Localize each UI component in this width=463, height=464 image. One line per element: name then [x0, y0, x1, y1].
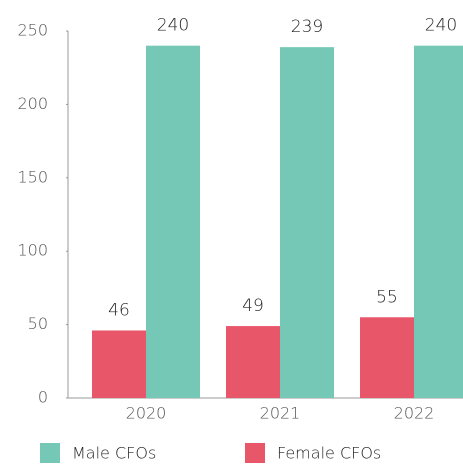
bar: [146, 45, 200, 399]
legend-label: Male CFOs: [72, 444, 156, 463]
y-tick-label: 200: [17, 94, 48, 113]
y-tick-label: 250: [17, 21, 48, 40]
data-label: 239: [291, 17, 323, 37]
x-tick-label: 2022: [394, 404, 435, 423]
y-tick-label: 150: [17, 167, 48, 186]
y-tick-label: 100: [17, 241, 48, 260]
bar: [280, 47, 334, 398]
data-label: 240: [425, 16, 457, 36]
legend-label: Female CFOs: [277, 444, 381, 463]
data-label: 46: [108, 300, 130, 320]
x-tick-label: 2021: [260, 404, 301, 423]
bar: [360, 317, 414, 398]
x-tick-label: 2020: [126, 404, 167, 423]
bar: [92, 330, 146, 398]
y-tick-label: 0: [38, 388, 48, 407]
legend-swatch: [245, 443, 265, 463]
bar: [414, 45, 463, 399]
y-tick-label: 50: [28, 314, 48, 333]
data-label: 240: [157, 16, 189, 36]
bar: [226, 326, 280, 398]
legend-swatch: [40, 443, 60, 463]
data-label: 55: [376, 287, 398, 307]
data-label: 49: [242, 296, 264, 316]
